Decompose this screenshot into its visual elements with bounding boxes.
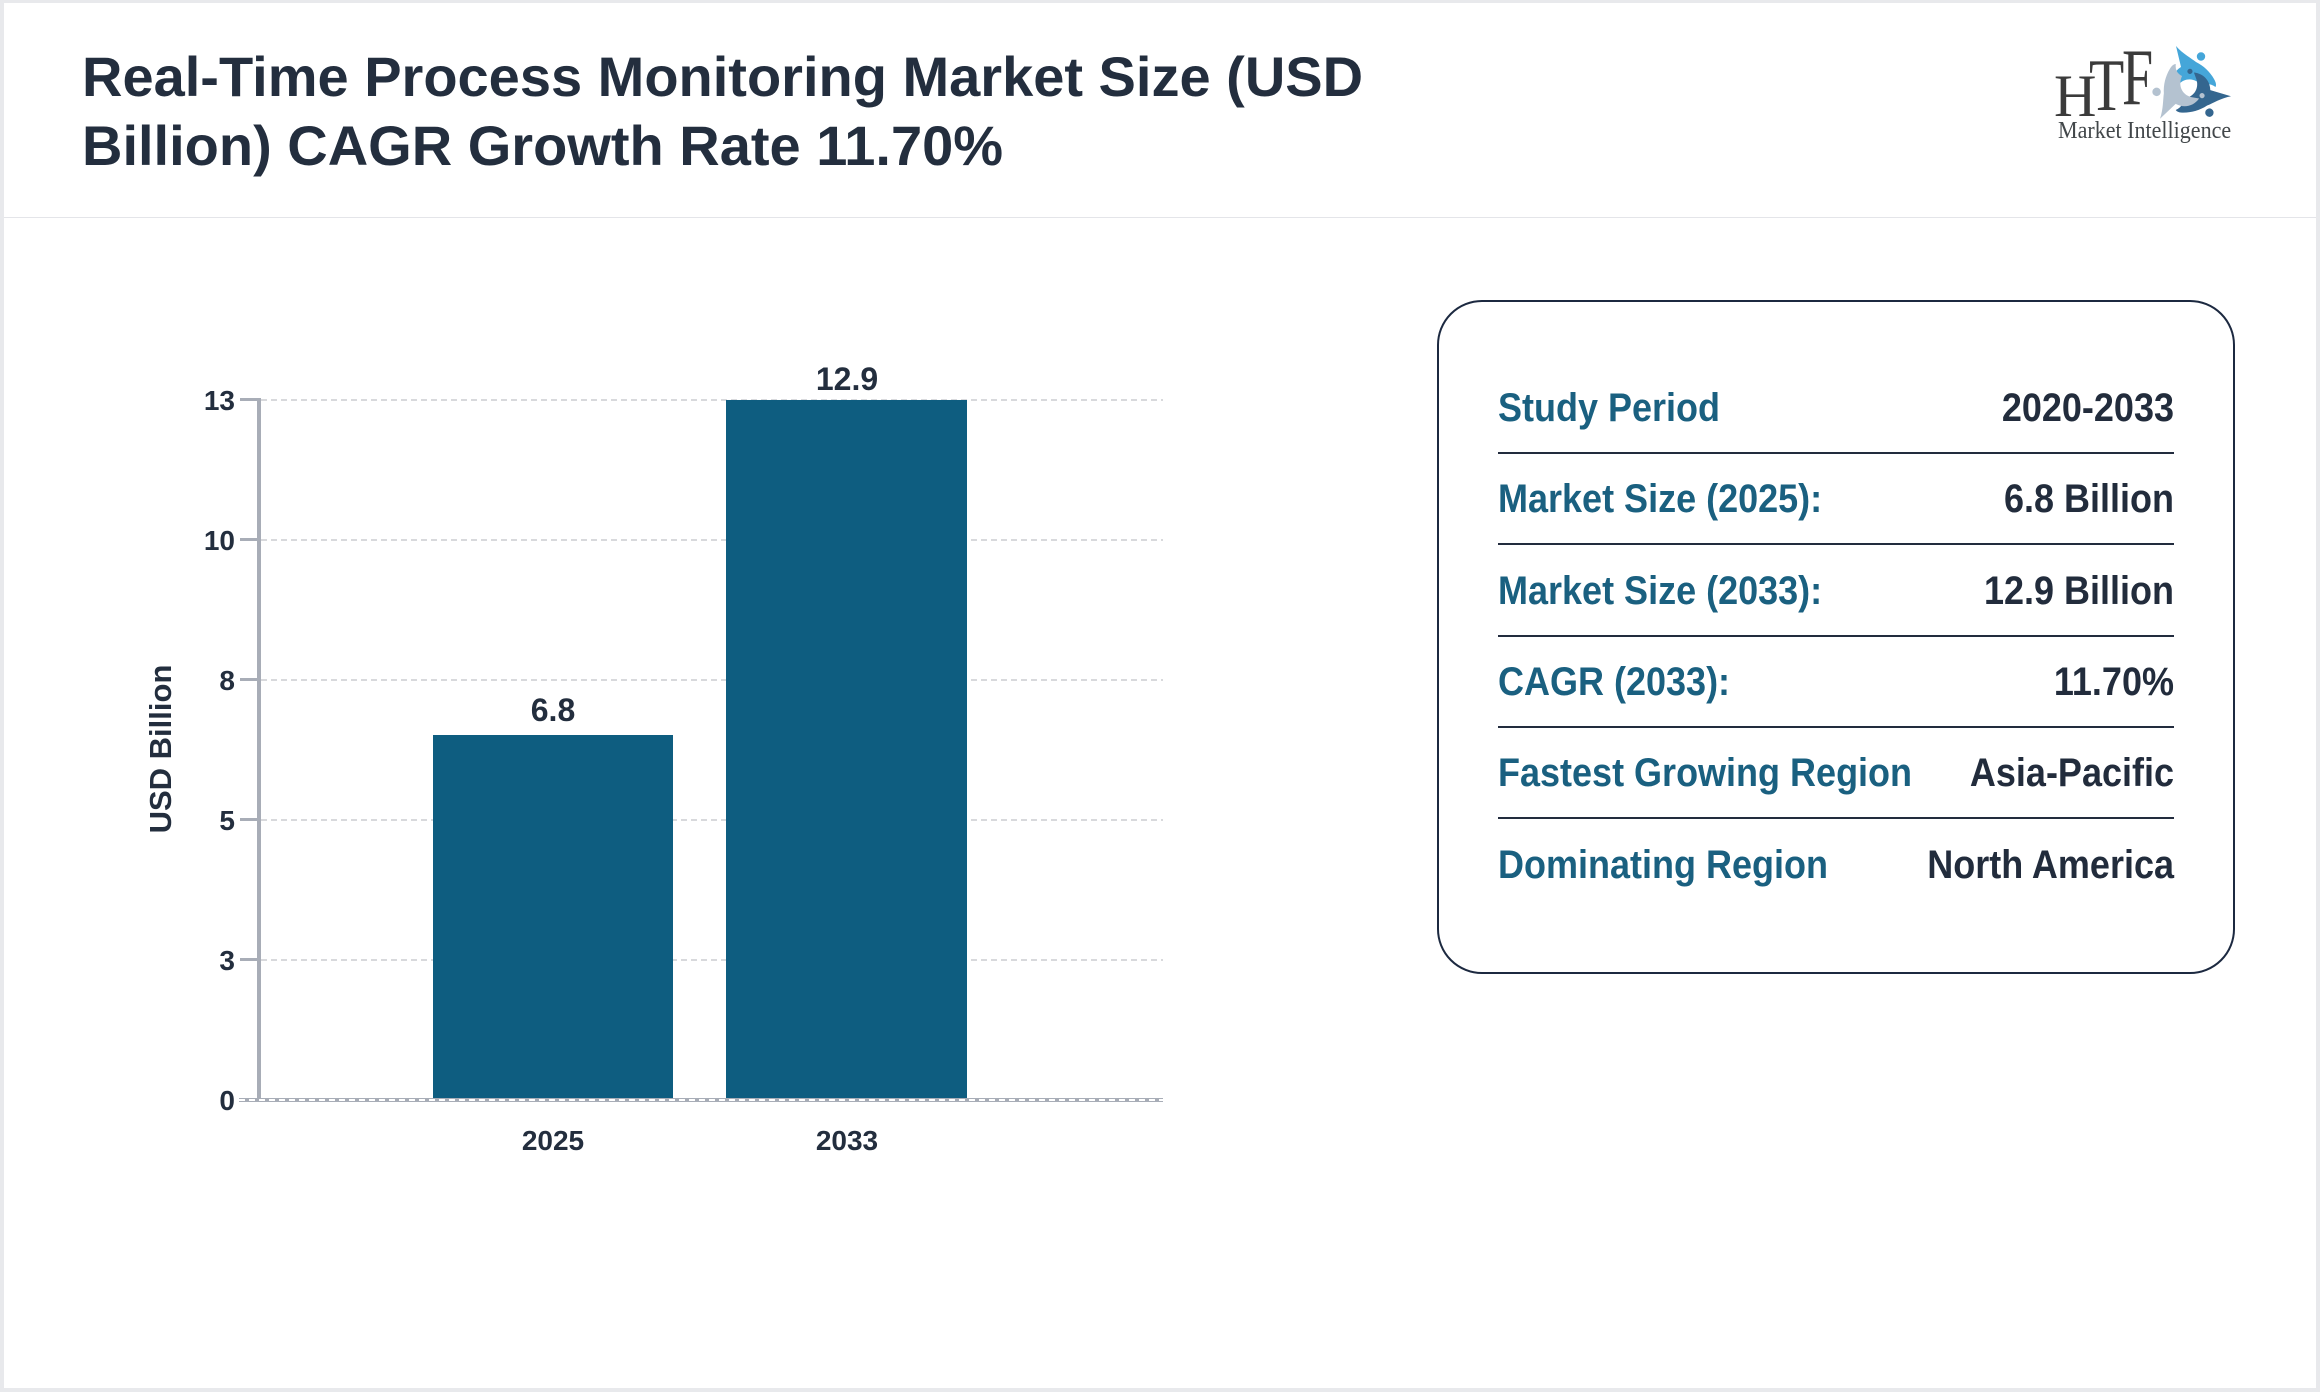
svg-text:H: H [2054, 63, 2096, 130]
svg-text:T: T [2089, 46, 2124, 127]
svg-text:Market Intelligence: Market Intelligence [2058, 117, 2231, 144]
svg-text:F: F [2122, 33, 2153, 122]
